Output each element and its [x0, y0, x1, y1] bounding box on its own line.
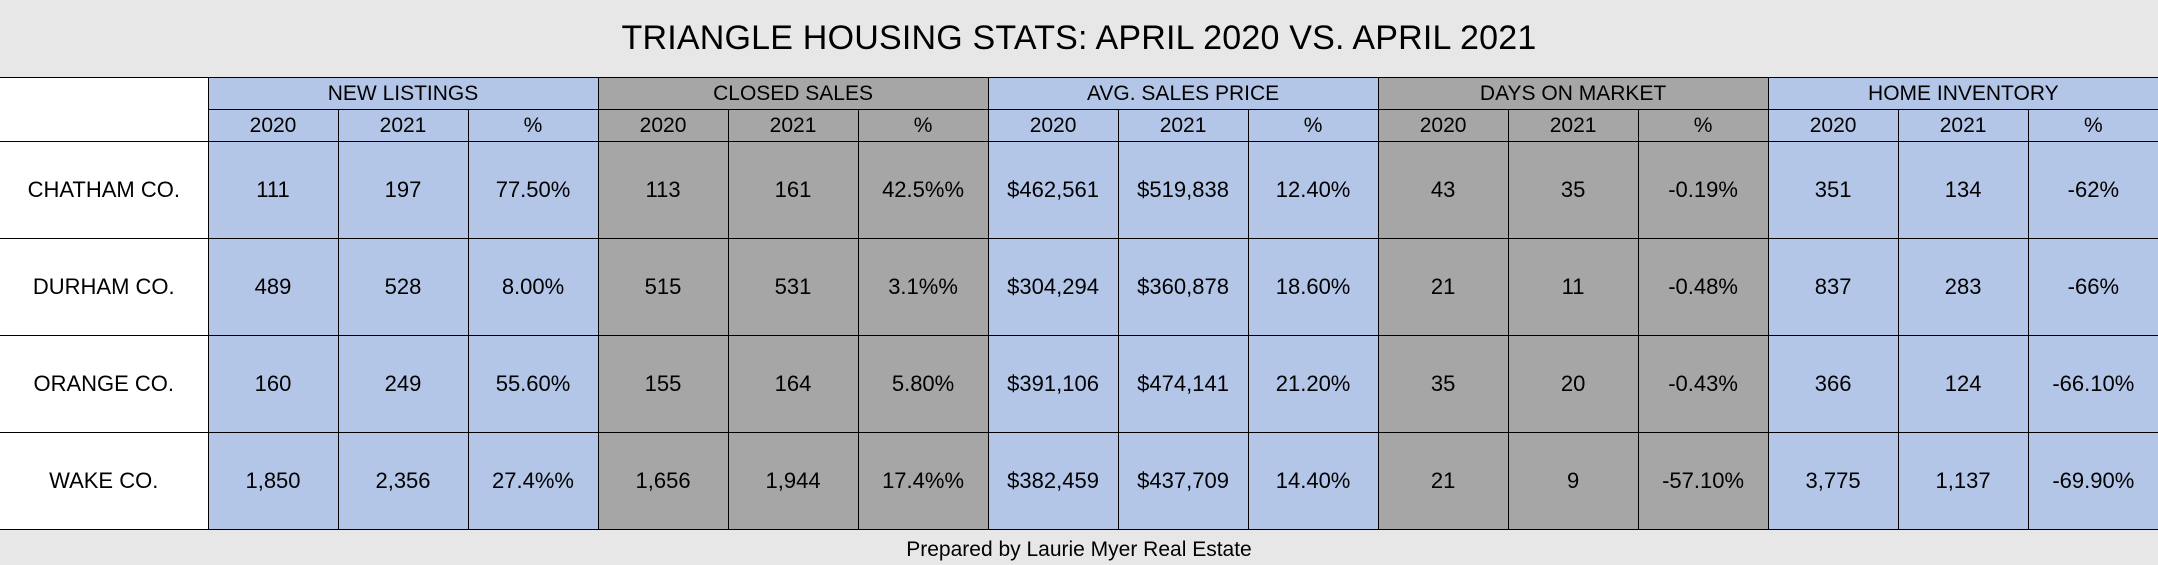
housing-stats-table: NEW LISTINGS CLOSED SALES AVG. SALES PRI… [0, 77, 2158, 530]
cell-closed-sales-pct: 3.1%% [857, 238, 989, 336]
cell-avg-price-2021: $519,838 [1117, 141, 1249, 239]
group-header-days-on-market: DAYS ON MARKET [1377, 77, 1769, 110]
subheader-percent: % [2027, 109, 2158, 142]
subheader-year-2021: 2021 [727, 109, 859, 142]
cell-new-listings-2021: 528 [337, 238, 469, 336]
table-row: WAKE CO. 1,850 2,356 27.4%% 1,656 1,944 17.4%%… [0, 432, 2158, 530]
subheader-year-2020: 2020 [987, 109, 1119, 142]
subheader-year-2021: 2021 [1507, 109, 1639, 142]
footer-credit: Prepared by Laurie Myer Real Estate [906, 538, 1252, 561]
cell-inventory-2021: 124 [1897, 335, 2029, 433]
cell-avg-price-2020: $304,294 [987, 238, 1119, 336]
cell-inventory-2021: 283 [1897, 238, 2029, 336]
cell-days-on-market-pct: -0.43% [1637, 335, 1769, 433]
subheader-year-2021: 2021 [1117, 109, 1249, 142]
cell-days-on-market-2021: 9 [1507, 432, 1639, 530]
cell-new-listings-pct: 55.60% [467, 335, 599, 433]
cell-inventory-2020: 366 [1767, 335, 1899, 433]
cell-avg-price-pct: 18.60% [1247, 238, 1379, 336]
page-title: TRIANGLE HOUSING STATS: APRIL 2020 VS. A… [621, 19, 1537, 57]
county-label: WAKE CO. [0, 432, 209, 530]
cell-closed-sales-pct: 42.5%% [857, 141, 989, 239]
cell-days-on-market-2020: 43 [1377, 141, 1509, 239]
cell-inventory-2020: 837 [1767, 238, 1899, 336]
county-label: CHATHAM CO. [0, 141, 209, 239]
subheader-percent: % [467, 109, 599, 142]
cell-avg-price-pct: 12.40% [1247, 141, 1379, 239]
cell-avg-price-2020: $382,459 [987, 432, 1119, 530]
county-label: DURHAM CO. [0, 238, 209, 336]
subheader-year-2020: 2020 [207, 109, 339, 142]
subheader-percent: % [1247, 109, 1379, 142]
cell-new-listings-2020: 111 [207, 141, 339, 239]
subheader-percent: % [1637, 109, 1769, 142]
cell-avg-price-2021: $360,878 [1117, 238, 1249, 336]
subheader-percent: % [857, 109, 989, 142]
table-row: CHATHAM CO. 111 197 77.50% 113 161 42.5%% $462,… [0, 141, 2158, 239]
cell-days-on-market-2021: 11 [1507, 238, 1639, 336]
cell-days-on-market-pct: -0.48% [1637, 238, 1769, 336]
cell-new-listings-2021: 197 [337, 141, 469, 239]
cell-closed-sales-2021: 161 [727, 141, 859, 239]
cell-avg-price-2021: $437,709 [1117, 432, 1249, 530]
group-header-home-inventory: HOME INVENTORY [1767, 77, 2158, 110]
cell-inventory-pct: -66% [2027, 238, 2158, 336]
table-row: ORANGE CO. 160 249 55.60% 155 164 5.80% $391,10… [0, 335, 2158, 433]
subheader-year-2021: 2021 [337, 109, 469, 142]
cell-inventory-2021: 134 [1897, 141, 2029, 239]
cell-closed-sales-2021: 1,944 [727, 432, 859, 530]
county-label: ORANGE CO. [0, 335, 209, 433]
corner-cell [0, 77, 209, 142]
subheader-year-2020: 2020 [597, 109, 729, 142]
group-header-new-listings: NEW LISTINGS [207, 77, 599, 110]
cell-new-listings-2021: 2,356 [337, 432, 469, 530]
table-row: DURHAM CO. 489 528 8.00% 515 531 3.1%% $304,294… [0, 238, 2158, 336]
cell-closed-sales-2021: 164 [727, 335, 859, 433]
cell-closed-sales-2021: 531 [727, 238, 859, 336]
subheader-year-2020: 2020 [1377, 109, 1509, 142]
cell-days-on-market-2020: 21 [1377, 432, 1509, 530]
cell-closed-sales-2020: 155 [597, 335, 729, 433]
group-header-avg-sales-price: AVG. SALES PRICE [987, 77, 1379, 110]
cell-closed-sales-2020: 113 [597, 141, 729, 239]
cell-days-on-market-2020: 35 [1377, 335, 1509, 433]
cell-days-on-market-pct: -57.10% [1637, 432, 1769, 530]
subheader-year-2020: 2020 [1767, 109, 1899, 142]
cell-days-on-market-2020: 21 [1377, 238, 1509, 336]
cell-avg-price-2020: $462,561 [987, 141, 1119, 239]
cell-avg-price-2021: $474,141 [1117, 335, 1249, 433]
cell-avg-price-pct: 21.20% [1247, 335, 1379, 433]
cell-new-listings-2021: 249 [337, 335, 469, 433]
cell-new-listings-pct: 8.00% [467, 238, 599, 336]
cell-days-on-market-2021: 35 [1507, 141, 1639, 239]
cell-closed-sales-2020: 1,656 [597, 432, 729, 530]
cell-inventory-2020: 351 [1767, 141, 1899, 239]
cell-new-listings-2020: 489 [207, 238, 339, 336]
cell-days-on-market-2021: 20 [1507, 335, 1639, 433]
cell-avg-price-pct: 14.40% [1247, 432, 1379, 530]
cell-days-on-market-pct: -0.19% [1637, 141, 1769, 239]
cell-closed-sales-pct: 5.80% [857, 335, 989, 433]
cell-closed-sales-pct: 17.4%% [857, 432, 989, 530]
cell-new-listings-pct: 77.50% [467, 141, 599, 239]
cell-new-listings-pct: 27.4%% [467, 432, 599, 530]
cell-new-listings-2020: 1,850 [207, 432, 339, 530]
cell-inventory-2020: 3,775 [1767, 432, 1899, 530]
cell-inventory-2021: 1,137 [1897, 432, 2029, 530]
cell-inventory-pct: -66.10% [2027, 335, 2158, 433]
group-header-closed-sales: CLOSED SALES [597, 77, 989, 110]
cell-avg-price-2020: $391,106 [987, 335, 1119, 433]
cell-inventory-pct: -69.90% [2027, 432, 2158, 530]
cell-closed-sales-2020: 515 [597, 238, 729, 336]
subheader-year-2021: 2021 [1897, 109, 2029, 142]
cell-inventory-pct: -62% [2027, 141, 2158, 239]
cell-new-listings-2020: 160 [207, 335, 339, 433]
